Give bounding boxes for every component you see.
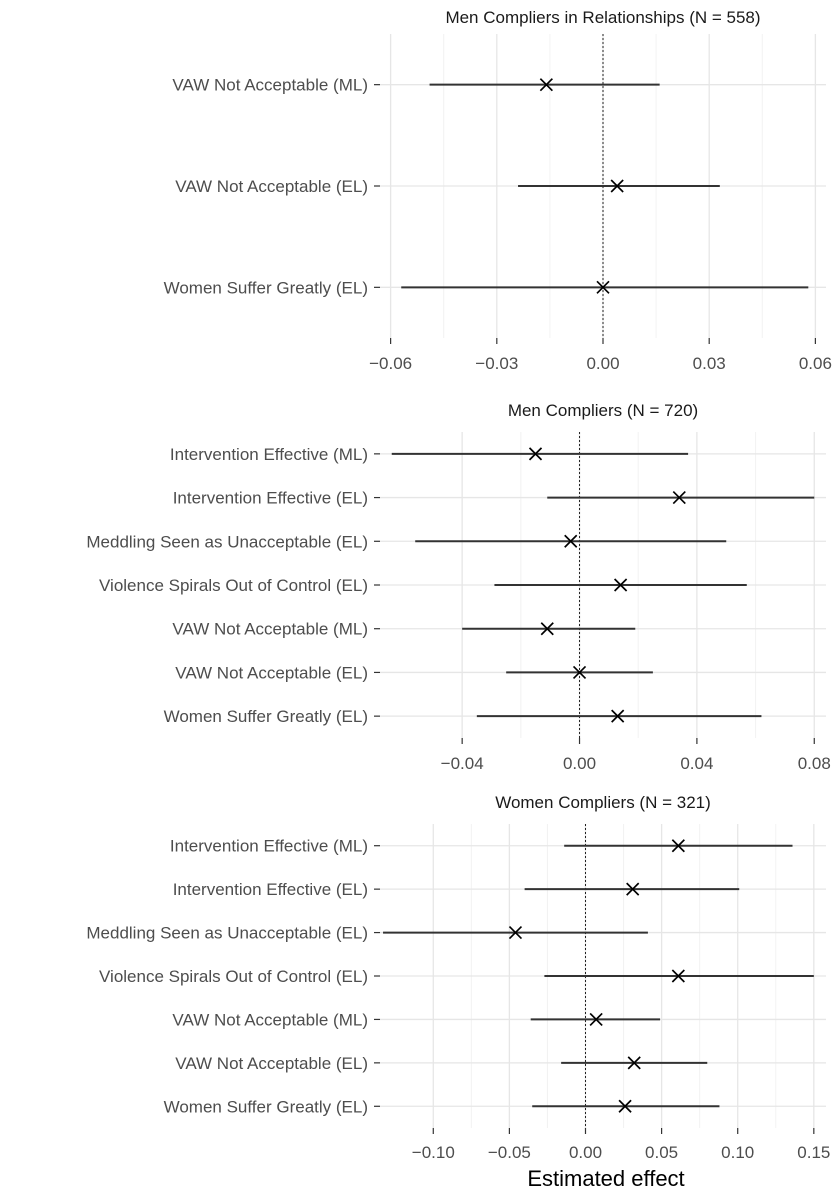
x-tick-label: 0.04 bbox=[680, 754, 713, 773]
estimate-marker bbox=[671, 839, 685, 853]
x-tick-label: 0.08 bbox=[798, 754, 831, 773]
x-tick-label: −0.06 bbox=[369, 354, 412, 373]
estimate-marker bbox=[508, 925, 523, 940]
y-tick-label: Meddling Seen as Unacceptable (EL) bbox=[86, 924, 368, 943]
estimate-marker-stroke bbox=[671, 839, 685, 853]
estimate-marker bbox=[540, 622, 554, 636]
estimate-marker-stroke bbox=[671, 969, 685, 983]
estimate-marker bbox=[611, 709, 625, 723]
y-tick-label: VAW Not Acceptable (ML) bbox=[172, 620, 368, 639]
estimate-marker-stroke bbox=[596, 280, 610, 294]
estimate-marker bbox=[627, 1056, 641, 1070]
estimate-marker-stroke bbox=[610, 179, 624, 193]
estimate-marker bbox=[564, 534, 578, 548]
estimate-marker-stroke bbox=[508, 925, 523, 940]
estimate-marker-stroke bbox=[626, 882, 640, 896]
y-tick-label: Violence Spirals Out of Control (EL) bbox=[99, 576, 368, 595]
y-tick-label: Intervention Effective (EL) bbox=[173, 880, 368, 899]
panel-title: Women Compliers (N = 321) bbox=[495, 793, 711, 812]
estimate-marker bbox=[539, 78, 553, 92]
x-tick-label: 0.05 bbox=[645, 1143, 678, 1162]
y-tick-label: Women Suffer Greatly (EL) bbox=[164, 1097, 368, 1116]
estimate-marker bbox=[596, 280, 610, 294]
y-tick-label: Women Suffer Greatly (EL) bbox=[164, 707, 368, 726]
estimate-marker bbox=[614, 578, 628, 592]
x-tick-label: −0.10 bbox=[412, 1143, 455, 1162]
estimate-marker-stroke bbox=[611, 709, 625, 723]
x-tick-label: 0.00 bbox=[586, 354, 619, 373]
estimate-marker bbox=[528, 447, 543, 461]
estimate-marker-stroke bbox=[539, 78, 553, 92]
y-tick-label: VAW Not Acceptable (EL) bbox=[175, 177, 368, 196]
y-tick-label: VAW Not Acceptable (ML) bbox=[172, 1010, 368, 1029]
y-tick-label: VAW Not Acceptable (ML) bbox=[172, 76, 368, 95]
estimate-marker-stroke bbox=[672, 490, 686, 505]
estimate-marker bbox=[626, 882, 640, 896]
estimate-marker-stroke bbox=[627, 1056, 641, 1070]
x-tick-label: −0.05 bbox=[488, 1143, 531, 1162]
x-tick-label: −0.04 bbox=[441, 754, 484, 773]
y-tick-label: Intervention Effective (ML) bbox=[170, 445, 368, 464]
x-tick-label: 0.10 bbox=[721, 1143, 754, 1162]
estimate-marker-stroke bbox=[618, 1099, 632, 1113]
estimate-marker-stroke bbox=[589, 1012, 603, 1027]
y-tick-label: Violence Spirals Out of Control (EL) bbox=[99, 967, 368, 986]
estimate-marker bbox=[671, 969, 685, 983]
panel-men-compliers: Men Compliers (N = 720) Intervention Effe… bbox=[86, 401, 830, 773]
x-tick-label: 0.15 bbox=[797, 1143, 830, 1162]
x-tick-label: −0.03 bbox=[475, 354, 518, 373]
estimate-marker-stroke bbox=[564, 534, 578, 548]
estimate-marker bbox=[672, 490, 686, 505]
x-tick-label: 0.06 bbox=[799, 354, 832, 373]
panel-title: Men Compliers (N = 720) bbox=[508, 401, 698, 420]
estimate-marker bbox=[572, 665, 587, 680]
estimate-marker bbox=[618, 1099, 632, 1113]
estimate-marker-stroke bbox=[528, 447, 543, 461]
estimate-marker bbox=[610, 179, 624, 193]
estimate-marker bbox=[589, 1012, 603, 1027]
panel-title: Men Compliers in Relationships (N = 558) bbox=[445, 8, 760, 27]
panel-women-compliers: Women Compliers (N = 321) Intervention Ef… bbox=[86, 793, 830, 1162]
y-tick-label: Meddling Seen as Unacceptable (EL) bbox=[86, 532, 368, 551]
y-tick-label: Intervention Effective (EL) bbox=[173, 489, 368, 508]
panel-men-relationships: Men Compliers in Relationships (N = 558)… bbox=[164, 8, 832, 373]
estimate-marker-stroke bbox=[614, 578, 628, 592]
estimate-marker-stroke bbox=[572, 665, 587, 680]
y-tick-label: VAW Not Acceptable (EL) bbox=[175, 663, 368, 682]
estimate-marker-stroke bbox=[540, 622, 554, 636]
y-tick-label: Intervention Effective (ML) bbox=[170, 837, 368, 856]
x-tick-label: 0.00 bbox=[563, 754, 596, 773]
x-axis-label: Estimated effect bbox=[527, 1166, 684, 1191]
x-tick-label: 0.00 bbox=[569, 1143, 602, 1162]
y-tick-label: VAW Not Acceptable (EL) bbox=[175, 1054, 368, 1073]
x-tick-label: 0.03 bbox=[693, 354, 726, 373]
y-tick-label: Women Suffer Greatly (EL) bbox=[164, 278, 368, 297]
